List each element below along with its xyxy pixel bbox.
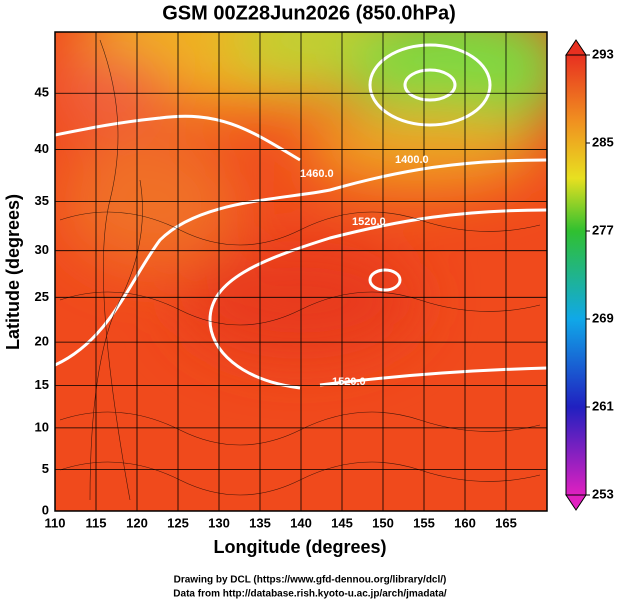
x-tick-label: 145 <box>331 515 353 530</box>
credit: Data from http://database.rish.kyoto-u.a… <box>173 589 447 600</box>
y-tick-label: 15 <box>35 377 49 392</box>
contour-label: 1400.0 <box>395 154 429 166</box>
credit: Drawing by DCL (https://www.gfd-dennou.o… <box>174 575 447 586</box>
y-axis-label: Latitude (degrees) <box>3 194 23 350</box>
contour-label: 1520.0 <box>332 376 366 388</box>
colorbar-tick-label: 285 <box>592 134 614 149</box>
colorbar-tick-label: 261 <box>592 398 614 413</box>
x-tick-label: 130 <box>208 515 230 530</box>
x-tick-label: 135 <box>249 515 271 530</box>
x-tick-label: 125 <box>167 515 189 530</box>
grid <box>54 32 547 512</box>
y-tick-label: 35 <box>35 193 49 208</box>
colorbar <box>565 54 587 496</box>
x-tick-label: 110 <box>45 515 66 530</box>
y-tick-label: 40 <box>35 141 49 156</box>
contour-label: 1520.0 <box>352 216 386 228</box>
map-title: GSM 00Z28Jun2026 (850.0hPa) <box>162 2 455 24</box>
field <box>55 32 547 511</box>
plot-frame <box>54 31 548 512</box>
colorbar-tick-label: 269 <box>592 310 614 325</box>
y-tick-label: 45 <box>35 85 49 100</box>
y-tick-label: 30 <box>35 242 49 257</box>
colorbar-tick-label: 253 <box>592 486 614 501</box>
colorbar-arrow <box>565 39 587 56</box>
y-tick-label: 5 <box>42 461 49 476</box>
colorbar-arrow <box>565 494 587 511</box>
x-tick-label: 140 <box>290 515 312 530</box>
x-tick-label: 150 <box>372 515 394 530</box>
x-tick-label: 155 <box>413 515 435 530</box>
colorbar-tick-label: 277 <box>592 222 614 237</box>
x-tick-label: 160 <box>454 515 476 530</box>
y-tick-label: 25 <box>35 289 49 304</box>
x-tick-label: 115 <box>86 515 107 530</box>
contour-label: 1460.0 <box>300 168 334 180</box>
y-tick-label: 0 <box>42 502 49 517</box>
x-tick-label: 120 <box>126 515 148 530</box>
y-tick-label: 10 <box>35 419 49 434</box>
x-axis-label: Longitude (degrees) <box>213 537 386 557</box>
x-tick-label: 165 <box>495 515 517 530</box>
colorbar-tick-label: 293 <box>592 46 614 61</box>
y-tick-label: 20 <box>35 334 49 349</box>
